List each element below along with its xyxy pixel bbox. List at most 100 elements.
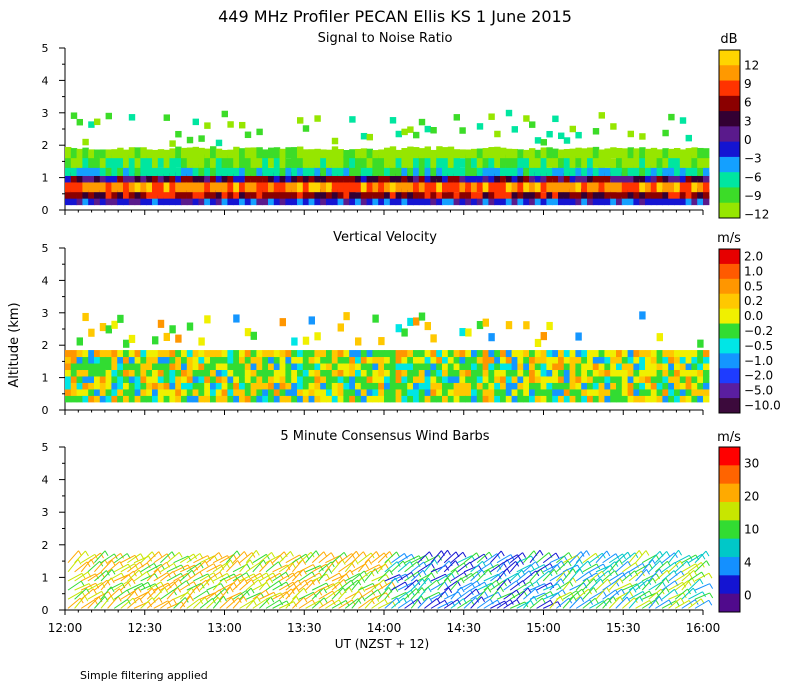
vv-cell bbox=[343, 388, 350, 396]
wind-barb-flag bbox=[316, 578, 321, 584]
vv-cell bbox=[511, 363, 518, 370]
vv-cell bbox=[291, 395, 298, 403]
wind-barb bbox=[450, 571, 465, 582]
snr-cell bbox=[552, 175, 559, 183]
wind-barb-flag bbox=[619, 559, 623, 565]
snr-cell bbox=[233, 197, 240, 206]
wind-barb bbox=[476, 562, 491, 573]
vv-cell bbox=[621, 363, 629, 370]
vv-cell bbox=[558, 363, 565, 370]
vv-cell bbox=[378, 375, 385, 383]
vv-cell bbox=[302, 350, 310, 358]
wind-barb-flag bbox=[476, 571, 481, 578]
snr-cell bbox=[314, 115, 321, 122]
snr-cell bbox=[366, 175, 373, 183]
snr-cell bbox=[314, 155, 321, 168]
snr-cell bbox=[436, 165, 443, 176]
vv-cell bbox=[476, 388, 484, 396]
wind-barb-flag bbox=[255, 550, 260, 556]
vv-cell bbox=[621, 388, 629, 396]
vv-cell bbox=[210, 363, 217, 370]
vv-cell bbox=[239, 375, 246, 383]
vv-cell bbox=[279, 350, 286, 358]
vv-cell bbox=[674, 395, 681, 403]
snr-cell bbox=[320, 149, 327, 159]
snr-cell bbox=[546, 167, 553, 176]
snr-cell bbox=[105, 156, 112, 168]
vv-cell bbox=[175, 350, 182, 358]
vv-cell bbox=[366, 395, 373, 403]
snr-cell bbox=[326, 195, 333, 206]
wind-barb-flag bbox=[614, 570, 619, 576]
snr-cell bbox=[685, 190, 692, 199]
vv-cell bbox=[639, 363, 646, 370]
vv-cell bbox=[621, 369, 629, 377]
snr-cell bbox=[384, 166, 391, 176]
wind-barb-flag bbox=[632, 587, 637, 593]
snr-cell bbox=[326, 182, 333, 193]
vv-cell bbox=[123, 350, 130, 358]
snr-cell bbox=[337, 174, 344, 183]
snr-colorbar-tick-label: −3 bbox=[744, 152, 762, 166]
vv-cell bbox=[616, 388, 623, 396]
snr-colorbar-swatch bbox=[719, 95, 740, 112]
vv-cell bbox=[546, 395, 553, 403]
snr-cell bbox=[656, 173, 663, 183]
vv-cell bbox=[627, 356, 634, 364]
snr-cell bbox=[111, 149, 118, 159]
wind-barb-flag bbox=[318, 589, 323, 596]
vv-cell bbox=[152, 375, 159, 383]
wind-barb-flag bbox=[263, 559, 267, 566]
snr-cell bbox=[169, 165, 176, 176]
wind-barb-flag bbox=[455, 560, 459, 566]
vv-cell bbox=[523, 395, 530, 403]
vv-cell bbox=[355, 363, 362, 370]
snr-cell bbox=[610, 191, 617, 199]
wind-barb bbox=[160, 551, 173, 564]
wind-barb bbox=[463, 597, 477, 609]
vv-cell bbox=[273, 388, 281, 396]
snr-cell bbox=[70, 148, 78, 159]
vv-cell bbox=[88, 375, 95, 383]
wind-barb bbox=[463, 571, 478, 582]
vv-cell bbox=[111, 350, 118, 358]
snr-cell bbox=[610, 147, 617, 159]
wind-barb-flag bbox=[668, 599, 673, 606]
vv-cell bbox=[523, 369, 530, 377]
vv-cell bbox=[314, 375, 321, 383]
vv-cell bbox=[471, 369, 478, 377]
snr-cell bbox=[447, 198, 455, 206]
snr-cell bbox=[633, 148, 640, 159]
snr-cell bbox=[233, 156, 240, 168]
snr-cell bbox=[291, 155, 298, 168]
vv-cell bbox=[511, 350, 518, 358]
wind-colorbar-swatch bbox=[719, 447, 740, 466]
wind-colorbar-swatch bbox=[719, 465, 740, 485]
snr-cell bbox=[662, 198, 669, 206]
vv-cell bbox=[384, 356, 391, 364]
vv-cell bbox=[314, 388, 321, 396]
vv-cell bbox=[581, 369, 588, 377]
snr-cell bbox=[430, 154, 437, 168]
wind-barb bbox=[615, 561, 629, 573]
vv-cell bbox=[175, 356, 182, 364]
wind-barb bbox=[219, 554, 234, 564]
snr-cell bbox=[471, 155, 478, 168]
vv-cell bbox=[407, 363, 414, 370]
snr-cell bbox=[372, 166, 379, 176]
wind-barb bbox=[285, 579, 299, 591]
wind-barb-flag bbox=[674, 552, 678, 558]
snr-cell bbox=[285, 189, 292, 199]
vv-cell bbox=[389, 388, 397, 396]
snr-cell bbox=[117, 190, 124, 199]
wind-barb bbox=[146, 568, 159, 582]
wind-barb-flag bbox=[445, 565, 450, 571]
vv-cell bbox=[366, 382, 373, 390]
wind-barb bbox=[364, 564, 380, 573]
wind-barb bbox=[648, 550, 661, 564]
snr-cell bbox=[645, 157, 652, 168]
vv-cell bbox=[140, 363, 147, 370]
vv-cell bbox=[239, 388, 246, 396]
wind-barb bbox=[483, 553, 498, 564]
snr-cell bbox=[703, 157, 710, 168]
